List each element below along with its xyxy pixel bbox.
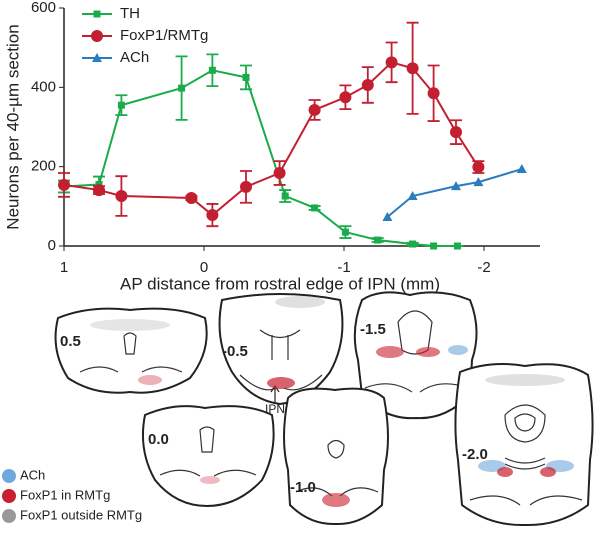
x-tick-label: 0 (200, 259, 208, 276)
legend-marker (93, 10, 101, 18)
data-point (472, 161, 485, 174)
section-label: -1.5 (360, 321, 386, 338)
section-label: 0.0 (148, 431, 169, 448)
data-point (407, 191, 418, 201)
data-point (115, 190, 128, 203)
legend-dot (2, 509, 16, 523)
y-axis-label: Neurons per 40-µm section (3, 24, 22, 229)
section-label: -0.5 (222, 343, 248, 360)
series-line (63, 69, 458, 247)
data-point (385, 56, 398, 69)
data-point (339, 91, 352, 104)
legend-label: ACh (20, 467, 45, 482)
data-point (185, 192, 198, 205)
section-outline (283, 387, 389, 526)
data-point (58, 178, 70, 191)
data-point (406, 62, 419, 75)
data-point (281, 192, 289, 200)
section-outline (454, 363, 594, 527)
brain-sections: 0.5 -0.5 IPN -1.5 0.0 -1.0 -2.0 (54, 291, 594, 527)
data-point (208, 66, 216, 74)
data-point (93, 184, 105, 197)
section-label: 0.5 (60, 333, 81, 350)
data-point (374, 236, 382, 244)
legend-label: FoxP1/RMTg (120, 27, 208, 44)
y-tick-label: 0 (48, 237, 56, 254)
data-point (361, 78, 374, 91)
data-point (311, 204, 319, 212)
data-point (430, 242, 438, 250)
section-detail (239, 329, 323, 391)
x-tick-label: 1 (60, 259, 68, 276)
series-line (63, 61, 480, 217)
section-outline (218, 293, 344, 406)
legend-label: FoxP1 outside RMTg (20, 507, 142, 522)
data-point (453, 242, 461, 250)
data-point (451, 181, 461, 191)
legend-marker (91, 30, 103, 42)
data-point (473, 177, 484, 187)
x-tick-label: -2 (477, 259, 490, 276)
section-detail (469, 404, 583, 506)
section-detail (159, 426, 257, 477)
x-axis-label: AP distance from rostral edge of IPN (mm… (120, 274, 440, 293)
data-point (382, 212, 393, 222)
legend-dot (2, 489, 16, 503)
y-tick-label: 600 (31, 0, 56, 16)
data-point (273, 167, 286, 180)
legend-label: TH (120, 5, 140, 22)
data-point (450, 126, 462, 139)
data-point (117, 101, 125, 109)
section-detail (79, 332, 183, 373)
section-outline (54, 307, 208, 394)
y-tick-label: 200 (31, 158, 56, 175)
data-point (341, 228, 349, 236)
cell-clusters (90, 296, 574, 507)
data-point (427, 87, 440, 100)
diagram-legend: ACh FoxP1 in RMTg FoxP1 outside RMTg (2, 467, 142, 523)
ipn-label: IPN (265, 402, 285, 416)
data-point (516, 164, 527, 174)
section-outline (142, 405, 275, 508)
x-tick-label: -1 (337, 259, 350, 276)
series-line (386, 168, 523, 218)
data-point (178, 84, 186, 92)
legend-label: ACh (120, 49, 149, 66)
y-tick-label: 400 (31, 78, 56, 95)
data-point (240, 180, 252, 193)
section-label: -2.0 (462, 446, 488, 463)
legend-label: FoxP1 in RMTg (20, 487, 110, 502)
section-label: -1.0 (290, 479, 316, 496)
data-point (409, 240, 417, 248)
data-point (242, 73, 250, 81)
data-point (308, 103, 321, 116)
legend-dot (2, 469, 16, 483)
data-point (206, 209, 219, 222)
legend-marker (92, 53, 102, 62)
